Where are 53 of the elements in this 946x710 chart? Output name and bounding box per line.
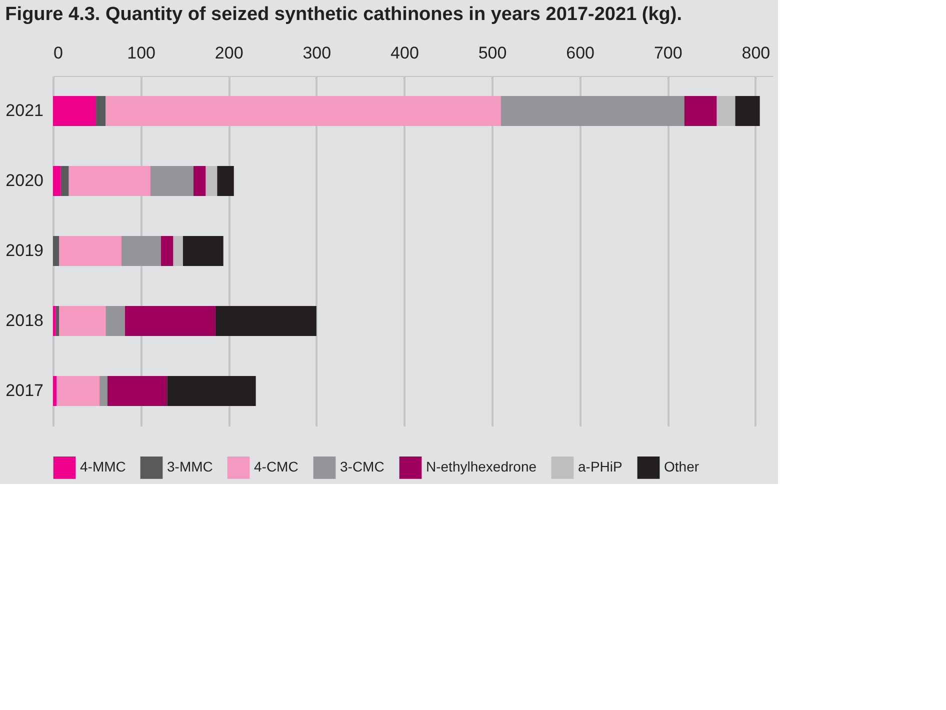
- legend-label: 4-MMC: [80, 458, 126, 475]
- bar: [500, 96, 684, 126]
- bar: [716, 96, 736, 126]
- legend-label: N-ethylhexedrone: [426, 458, 537, 475]
- y-tick-label: 2020: [6, 171, 44, 190]
- bar: [53, 376, 57, 406]
- y-tick-label: 2018: [6, 311, 44, 330]
- bar: [121, 236, 161, 266]
- legend-label: 3-CMC: [340, 458, 384, 475]
- bar: [96, 96, 106, 126]
- chart-title: Figure 4.3. Quantity of seized synthetic cathinones in years 2017-2021 (kg).: [5, 4, 682, 25]
- bar: [53, 306, 56, 336]
- x-tick-label: 400: [390, 44, 419, 62]
- y-tick-label: 2017: [6, 381, 44, 400]
- bar: [59, 236, 122, 266]
- bar: [68, 166, 150, 196]
- legend-label: a-PHiP: [578, 458, 622, 475]
- bar: [167, 376, 256, 406]
- bar: [56, 376, 100, 406]
- y-tick-label: 2019: [6, 241, 44, 260]
- x-tick-label: 600: [566, 44, 595, 62]
- bar: [53, 166, 61, 196]
- bar: [215, 306, 316, 336]
- bar: [100, 376, 108, 406]
- bar: [53, 96, 96, 126]
- bar: [193, 166, 206, 196]
- x-tick-label: 200: [214, 44, 244, 62]
- bar: [56, 306, 60, 336]
- y-tick-label: 2021: [6, 101, 44, 120]
- x-tick-label: 0: [54, 44, 63, 62]
- bar: [150, 166, 194, 196]
- x-tick-label: 100: [127, 44, 156, 62]
- x-tick-label: 700: [654, 44, 682, 62]
- bar: [173, 236, 183, 266]
- bar: [125, 306, 216, 336]
- bar: [53, 236, 60, 266]
- bar: [182, 236, 224, 266]
- bar: [161, 236, 174, 266]
- legend-label: 3-MMC: [167, 458, 213, 475]
- bar: [206, 166, 218, 196]
- x-tick-label: 800: [742, 44, 770, 62]
- bar: [735, 96, 760, 126]
- bar: [106, 96, 501, 126]
- legend-label: 4-CMC: [254, 458, 298, 475]
- bar: [60, 166, 69, 196]
- bar: [59, 306, 106, 336]
- bar: [684, 96, 717, 126]
- bar: [107, 376, 168, 406]
- x-tick-label: 500: [478, 44, 507, 62]
- bar: [106, 306, 125, 336]
- legend-label: Other: [664, 458, 700, 475]
- bar: [217, 166, 234, 196]
- x-tick-label: 300: [302, 44, 332, 62]
